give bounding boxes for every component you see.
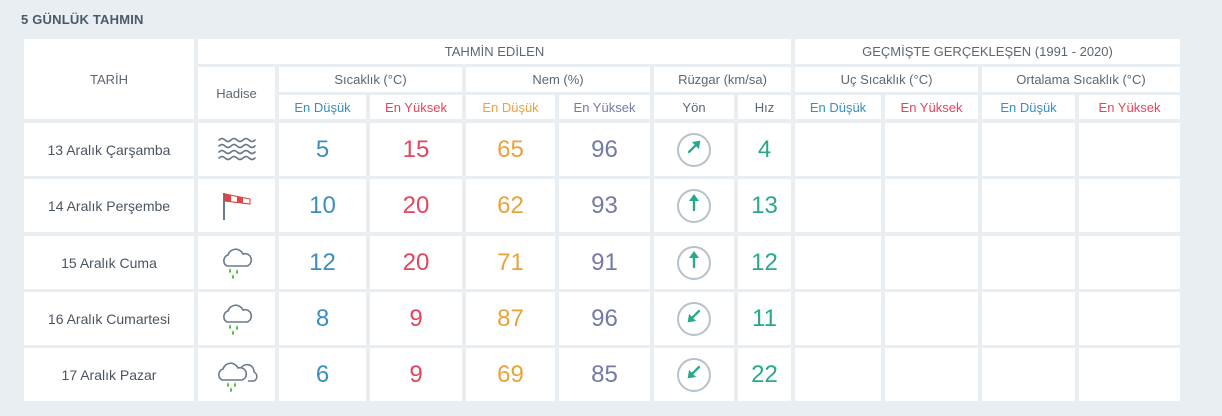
forecast-date: 15 Aralık Cuma bbox=[24, 236, 194, 289]
wind-direction-cell bbox=[654, 179, 734, 232]
arrow-southwest-icon bbox=[684, 306, 704, 331]
temp-min-value: 6 bbox=[279, 348, 366, 401]
wind-speed-value: 22 bbox=[738, 348, 791, 401]
ortalama-min-value bbox=[982, 348, 1075, 401]
weather-cell bbox=[198, 179, 275, 232]
ortalama-min-value bbox=[982, 179, 1075, 232]
fog-icon bbox=[217, 136, 257, 164]
uc-max-value bbox=[885, 292, 978, 345]
uc-max-value bbox=[885, 123, 978, 176]
wind-speed-value: 13 bbox=[738, 179, 791, 232]
arrow-southwest-icon bbox=[684, 362, 704, 387]
humidity-min-value: 69 bbox=[466, 348, 555, 401]
header-uc-en-yuksek: En Yüksek bbox=[885, 95, 978, 119]
header-sicaklik: Sıcaklık (°C) bbox=[279, 67, 462, 92]
wind-speed-value: 4 bbox=[738, 123, 791, 176]
header-ortalama-en-yuksek: En Yüksek bbox=[1079, 95, 1180, 119]
ortalama-max-value bbox=[1079, 236, 1180, 289]
weather-cell bbox=[198, 236, 275, 289]
temp-min-value: 12 bbox=[279, 236, 366, 289]
header-uc-en-dusuk: En Düşük bbox=[795, 95, 881, 119]
wind-direction-indicator bbox=[677, 132, 711, 167]
wind-speed-value: 12 bbox=[738, 236, 791, 289]
ortalama-max-value bbox=[1079, 123, 1180, 176]
header-ortalama-en-dusuk: En Düşük bbox=[982, 95, 1075, 119]
forecast-date: 16 Aralık Cumartesi bbox=[24, 292, 194, 345]
weather-cell bbox=[198, 348, 275, 401]
header-sicaklik-en-dusuk: En Düşük bbox=[279, 95, 366, 119]
humidity-max-value: 96 bbox=[559, 292, 650, 345]
uc-min-value bbox=[795, 236, 881, 289]
temp-min-value: 8 bbox=[279, 292, 366, 345]
header-hiz: Hız bbox=[738, 95, 791, 119]
humidity-min-value: 65 bbox=[466, 123, 555, 176]
temp-max-value: 9 bbox=[370, 348, 462, 401]
section-title: 5 GÜNLÜK TAHMIN bbox=[21, 12, 144, 27]
wind-direction-cell bbox=[654, 292, 734, 345]
forecast-date: 14 Aralık Perşembe bbox=[24, 179, 194, 232]
uc-min-value bbox=[795, 348, 881, 401]
ortalama-max-value bbox=[1079, 348, 1180, 401]
header-nem-en-yuksek: En Yüksek bbox=[559, 95, 650, 119]
weather-cell bbox=[198, 292, 275, 345]
header-yon: Yön bbox=[654, 95, 734, 119]
header-hadise: Hadise bbox=[198, 67, 275, 119]
ortalama-max-value bbox=[1079, 292, 1180, 345]
wind-direction-indicator bbox=[677, 301, 711, 336]
windsock-icon bbox=[220, 191, 254, 221]
temp-max-value: 15 bbox=[370, 123, 462, 176]
forecast-date: 13 Aralık Çarşamba bbox=[24, 123, 194, 176]
temp-max-value: 9 bbox=[370, 292, 462, 345]
wind-direction-cell bbox=[654, 236, 734, 289]
temp-max-value: 20 bbox=[370, 179, 462, 232]
header-sicaklik-en-yuksek: En Yüksek bbox=[370, 95, 462, 119]
wind-direction-indicator bbox=[677, 357, 711, 392]
uc-max-value bbox=[885, 179, 978, 232]
wind-direction-cell bbox=[654, 348, 734, 401]
humidity-max-value: 93 bbox=[559, 179, 650, 232]
rain-cloud-icon bbox=[218, 247, 256, 279]
header-nem-en-dusuk: En Düşük bbox=[466, 95, 555, 119]
wind-direction-indicator bbox=[677, 188, 711, 223]
wind-direction-cell bbox=[654, 123, 734, 176]
humidity-min-value: 62 bbox=[466, 179, 555, 232]
arrow-north-icon bbox=[684, 193, 704, 218]
ortalama-max-value bbox=[1079, 179, 1180, 232]
weather-cell bbox=[198, 123, 275, 176]
header-gecmiste-gerceklesen: GEÇMİŞTE GERÇEKLEŞEN (1991 - 2020) bbox=[795, 39, 1180, 64]
temp-max-value: 20 bbox=[370, 236, 462, 289]
uc-max-value bbox=[885, 348, 978, 401]
uc-max-value bbox=[885, 236, 978, 289]
header-ruzgar: Rüzgar (km/sa) bbox=[654, 67, 791, 92]
header-tarih: TARİH bbox=[24, 39, 194, 119]
ortalama-min-value bbox=[982, 292, 1075, 345]
forecast-date: 17 Aralık Pazar bbox=[24, 348, 194, 401]
arrow-northeast-icon bbox=[684, 137, 704, 162]
header-uc-sicaklik: Uç Sıcaklık (°C) bbox=[795, 67, 978, 92]
uc-min-value bbox=[795, 179, 881, 232]
humidity-max-value: 85 bbox=[559, 348, 650, 401]
ortalama-min-value bbox=[982, 236, 1075, 289]
temp-min-value: 10 bbox=[279, 179, 366, 232]
humidity-max-value: 91 bbox=[559, 236, 650, 289]
humidity-max-value: 96 bbox=[559, 123, 650, 176]
wind-direction-indicator bbox=[677, 245, 711, 280]
header-nem: Nem (%) bbox=[466, 67, 650, 92]
rain-cloud-icon bbox=[218, 303, 256, 335]
heavy-rain-cloud-icon bbox=[214, 358, 260, 392]
humidity-min-value: 87 bbox=[466, 292, 555, 345]
header-ortalama-sicaklik: Ortalama Sıcaklık (°C) bbox=[982, 67, 1180, 92]
arrow-north-icon bbox=[684, 250, 704, 275]
wind-speed-value: 11 bbox=[738, 292, 791, 345]
header-tahmin-edilen: TAHMİN EDİLEN bbox=[198, 39, 791, 64]
humidity-min-value: 71 bbox=[466, 236, 555, 289]
uc-min-value bbox=[795, 292, 881, 345]
ortalama-min-value bbox=[982, 123, 1075, 176]
uc-min-value bbox=[795, 123, 881, 176]
temp-min-value: 5 bbox=[279, 123, 366, 176]
